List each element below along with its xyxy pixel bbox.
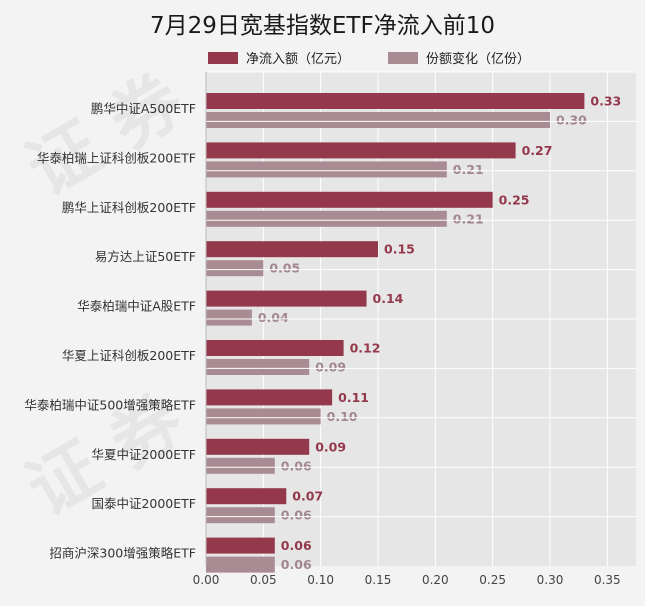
legend: 净流入额（亿元） 份额变化（亿份） bbox=[208, 48, 568, 67]
bar-inflow bbox=[206, 537, 275, 554]
x-tick-label: 0.05 bbox=[250, 573, 277, 587]
bar-inflow bbox=[206, 340, 344, 356]
legend-swatch-inflow bbox=[208, 51, 238, 64]
bar-inflow bbox=[206, 438, 310, 455]
data-label-inflow: 0.14 bbox=[373, 291, 404, 306]
x-tick-label: 0.25 bbox=[479, 573, 506, 587]
category-label: 华泰柏瑞上证科创板200ETF bbox=[37, 150, 196, 165]
data-label-inflow: 0.25 bbox=[499, 192, 530, 207]
data-label-share: 0.06 bbox=[281, 508, 312, 523]
data-label-share: 0.04 bbox=[258, 310, 289, 325]
data-label-share: 0.21 bbox=[453, 211, 484, 226]
category-label: 华夏中证2000ETF bbox=[91, 447, 196, 462]
x-tick-label: 0.15 bbox=[365, 573, 392, 587]
data-label-share: 0.10 bbox=[327, 409, 358, 424]
data-label-inflow: 0.11 bbox=[338, 390, 369, 405]
data-label-inflow: 0.12 bbox=[350, 341, 381, 356]
category-label: 华夏上证科创板200ETF bbox=[62, 348, 196, 363]
x-tick-label: 0.30 bbox=[537, 573, 564, 587]
data-label-share: 0.30 bbox=[556, 113, 587, 128]
bar-share bbox=[206, 309, 252, 326]
legend-label-inflow: 净流入额（亿元） bbox=[246, 52, 351, 67]
bar-inflow bbox=[206, 191, 493, 208]
bar-inflow bbox=[206, 488, 287, 505]
data-label-share: 0.06 bbox=[281, 458, 312, 473]
chart-title: 7月29日宽基指数ETF净流入前10 bbox=[150, 13, 495, 39]
legend-label-share: 份额变化（亿份） bbox=[426, 52, 531, 67]
bar-share bbox=[206, 359, 310, 375]
legend-item-share: 份额变化（亿份） bbox=[388, 48, 530, 67]
x-tick-label: 0.35 bbox=[594, 573, 621, 587]
category-label: 易方达上证50ETF bbox=[95, 249, 196, 264]
bar-inflow bbox=[206, 93, 585, 109]
data-label-share: 0.05 bbox=[269, 261, 300, 276]
bar-inflow bbox=[206, 142, 516, 159]
x-tick-label: 0.00 bbox=[193, 573, 220, 587]
data-label-inflow: 0.06 bbox=[281, 538, 312, 553]
data-label-inflow: 0.15 bbox=[384, 242, 415, 257]
data-label-share: 0.09 bbox=[315, 360, 346, 375]
bar-share bbox=[206, 210, 447, 227]
data-label-inflow: 0.27 bbox=[522, 143, 553, 158]
data-label-inflow: 0.09 bbox=[315, 439, 346, 454]
category-label: 华泰柏瑞中证A股ETF bbox=[77, 299, 196, 314]
bar-share bbox=[206, 556, 275, 573]
data-label-inflow: 0.33 bbox=[590, 94, 621, 109]
bar-share bbox=[206, 161, 447, 178]
bar-share bbox=[206, 507, 275, 524]
data-label-inflow: 0.07 bbox=[292, 489, 323, 504]
bar-share bbox=[206, 112, 550, 128]
category-label: 鹏华上证科创板200ETF bbox=[62, 200, 196, 215]
category-label: 招商沪深300增强策略ETF bbox=[49, 546, 196, 561]
bar-inflow bbox=[206, 389, 333, 406]
bar-inflow bbox=[206, 241, 378, 258]
legend-swatch-share bbox=[388, 51, 419, 64]
category-label: 鹏华中证A500ETF bbox=[91, 101, 196, 116]
category-label: 国泰中证2000ETF bbox=[91, 496, 196, 511]
bar-share bbox=[206, 408, 321, 425]
bar-share bbox=[206, 260, 264, 277]
data-label-share: 0.21 bbox=[453, 162, 484, 177]
data-label-share: 0.06 bbox=[281, 557, 312, 572]
x-tick-label: 0.10 bbox=[307, 573, 334, 587]
category-label: 华泰柏瑞中证500增强策略ETF bbox=[24, 397, 196, 412]
x-tick-label: 0.20 bbox=[422, 573, 449, 587]
bar-inflow bbox=[206, 290, 367, 307]
legend-item-inflow: 净流入额（亿元） bbox=[208, 48, 350, 67]
bar-share bbox=[206, 457, 275, 474]
